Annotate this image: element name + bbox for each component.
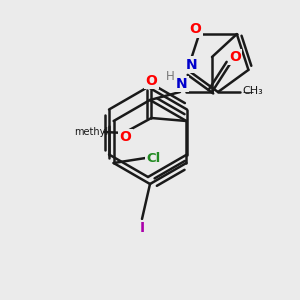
Text: H: H bbox=[166, 70, 174, 83]
Text: methyl: methyl bbox=[74, 127, 108, 137]
Text: O: O bbox=[119, 130, 131, 144]
Text: N: N bbox=[186, 58, 197, 72]
Text: O: O bbox=[146, 74, 157, 88]
Text: —: — bbox=[242, 87, 253, 97]
Text: CH₃: CH₃ bbox=[243, 86, 263, 96]
Text: N: N bbox=[176, 77, 188, 91]
Text: I: I bbox=[140, 221, 145, 235]
Text: O: O bbox=[189, 22, 201, 36]
Text: Cl: Cl bbox=[146, 152, 161, 164]
Text: O: O bbox=[229, 50, 241, 64]
